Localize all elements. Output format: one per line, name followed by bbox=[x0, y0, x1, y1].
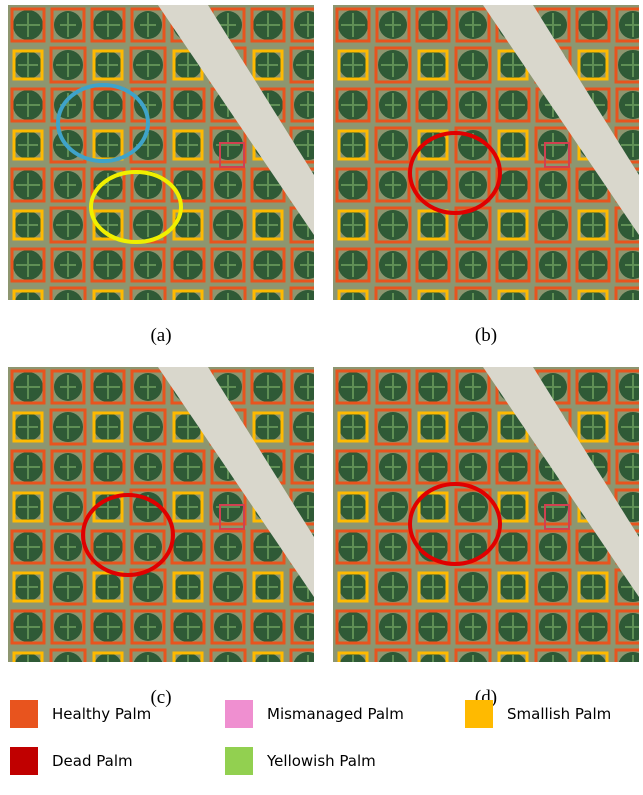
legend-item: Yellowish Palm bbox=[225, 747, 376, 775]
legend-swatch bbox=[465, 700, 493, 728]
legend-swatch bbox=[10, 700, 38, 728]
legend-swatch bbox=[225, 700, 253, 728]
aerial-image bbox=[333, 367, 639, 662]
legend-label: Mismanaged Palm bbox=[267, 705, 404, 723]
figure: (a)(b)(c)(d)Healthy PalmMismanaged PalmS… bbox=[0, 0, 643, 795]
aerial-image bbox=[333, 5, 639, 300]
legend-item: Dead Palm bbox=[10, 747, 133, 775]
legend-item: Smallish Palm bbox=[465, 700, 611, 728]
panel-caption: (b) bbox=[333, 325, 639, 347]
legend-item: Mismanaged Palm bbox=[225, 700, 404, 728]
legend-label: Smallish Palm bbox=[507, 705, 611, 723]
legend-item: Healthy Palm bbox=[10, 700, 151, 728]
panel-caption: (a) bbox=[8, 325, 314, 347]
legend-label: Dead Palm bbox=[52, 752, 133, 770]
legend-label: Healthy Palm bbox=[52, 705, 151, 723]
aerial-image bbox=[8, 5, 314, 300]
legend-label: Yellowish Palm bbox=[267, 752, 376, 770]
legend-swatch bbox=[225, 747, 253, 775]
legend-swatch bbox=[10, 747, 38, 775]
aerial-image bbox=[8, 367, 314, 662]
